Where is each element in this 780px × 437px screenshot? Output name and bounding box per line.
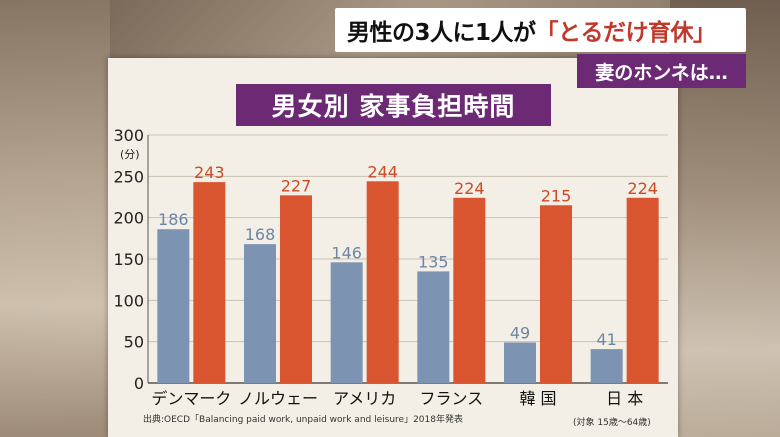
- source-text: 出典:OECD「Balancing paid work, unpaid work…: [143, 415, 463, 425]
- y-tick-label: 200: [113, 209, 144, 228]
- bar-male: [244, 244, 276, 383]
- bar-female: [626, 197, 659, 383]
- category-label: フランス: [419, 389, 483, 408]
- data-label-male: 49: [510, 323, 530, 342]
- bar-male: [504, 342, 536, 383]
- y-tick-label: 100: [113, 291, 144, 310]
- bar-male: [417, 271, 450, 383]
- headline-caption: 男性の3人に1人が 「とるだけ育休」: [335, 8, 746, 52]
- bar-female: [366, 181, 399, 383]
- data-label-female: 215: [541, 186, 572, 205]
- category-label: デンマーク: [151, 389, 231, 408]
- data-label-male: 135: [418, 252, 449, 271]
- data-label-male: 146: [331, 243, 362, 262]
- category-label: 韓 国: [519, 389, 556, 408]
- data-label-female: 243: [194, 163, 225, 182]
- y-tick-label: 150: [113, 250, 144, 269]
- bar-male: [157, 229, 190, 383]
- bar-female: [193, 182, 226, 383]
- category-label: 日 本: [606, 389, 643, 408]
- y-tick-label: 50: [124, 333, 144, 352]
- data-label-female: 224: [454, 179, 485, 198]
- bar-female: [540, 205, 572, 383]
- subtitle-caption: 妻のホンネは…: [577, 54, 746, 88]
- y-tick-label: 250: [113, 167, 144, 186]
- category-label: ノルウェー: [238, 389, 318, 408]
- headline-accent: 「とるだけ育休」: [535, 20, 717, 46]
- headline-prefix: 男性の3人に1人が: [347, 20, 536, 46]
- data-label-female: 227: [281, 176, 312, 195]
- category-label: アメリカ: [333, 389, 396, 408]
- data-label-male: 168: [245, 225, 276, 244]
- chart-title: 男女別 家事負担時間: [236, 84, 551, 126]
- data-label-female: 224: [627, 179, 658, 198]
- bar-female: [453, 197, 486, 383]
- bar-female: [280, 195, 312, 383]
- bar-male: [590, 349, 623, 383]
- bar-male: [330, 262, 363, 383]
- y-axis-unit: (分): [120, 148, 140, 161]
- data-label-male: 41: [596, 330, 616, 349]
- y-tick-label: 0: [134, 374, 144, 393]
- y-tick-label: 300: [113, 126, 144, 145]
- target-note: (対象 15歳〜64歳): [573, 418, 651, 428]
- data-label-female: 244: [367, 162, 398, 181]
- data-label-male: 186: [158, 210, 189, 229]
- background-left: [0, 0, 110, 437]
